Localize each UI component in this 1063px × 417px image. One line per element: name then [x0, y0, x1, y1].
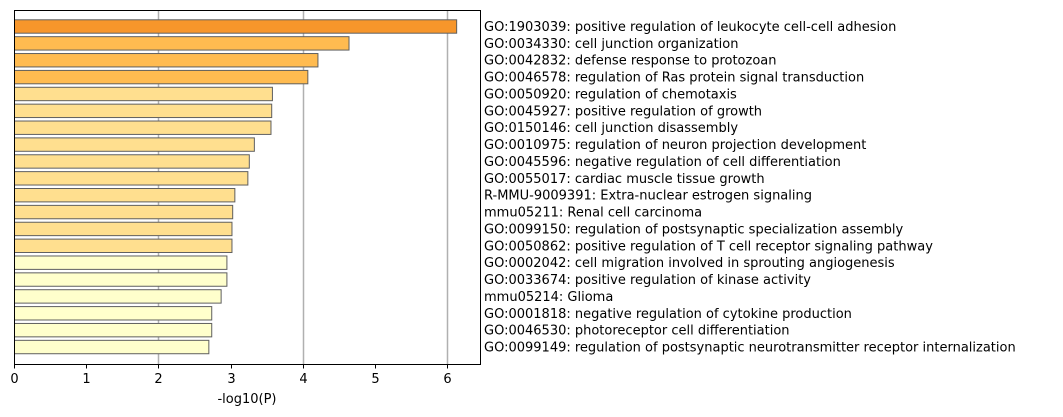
- category-label: mmu05214: Glioma: [484, 290, 613, 305]
- x-tick-label: 0: [10, 372, 18, 387]
- category-label: GO:0002042: cell migration involved in s…: [484, 256, 895, 271]
- bar: [14, 86, 273, 102]
- bar: [14, 171, 249, 186]
- category-label: GO:0033674: positive regulation of kinas…: [484, 273, 811, 288]
- category-label: GO:1903039: positive regulation of leuko…: [484, 20, 896, 35]
- x-axis-ticks: 0 1 2 3 4 5 6: [10, 364, 452, 387]
- category-label: GO:0055017: cardiac muscle tissue growth: [484, 172, 765, 187]
- x-tick-label: 1: [82, 372, 90, 387]
- bar: [14, 204, 234, 220]
- plot-frame: [14, 10, 481, 365]
- x-tick-label: 4: [299, 372, 307, 387]
- category-label: GO:0046530: photoreceptor cell different…: [484, 324, 790, 339]
- bar: [14, 255, 228, 270]
- category-label: GO:0099150: regulation of postsynaptic s…: [484, 222, 904, 237]
- bar: [14, 306, 213, 321]
- bar: [14, 272, 228, 287]
- category-labels: GO:1903039: positive regulation of leuko…: [484, 20, 1016, 356]
- bar: [14, 120, 272, 135]
- x-tick-label: 6: [443, 372, 451, 387]
- bar: [14, 36, 350, 51]
- bar: [14, 322, 213, 338]
- category-label: GO:0099149: regulation of postsynaptic n…: [484, 341, 1016, 356]
- bar: [14, 154, 250, 169]
- bars: [14, 19, 458, 355]
- bar: [14, 221, 233, 237]
- category-label: GO:0042832: defense response to protozoa…: [484, 54, 777, 69]
- bar: [14, 69, 309, 85]
- bar: [14, 339, 210, 355]
- bar: [14, 137, 255, 152]
- bar: [14, 238, 233, 254]
- category-label: GO:0010975: regulation of neuron project…: [484, 138, 866, 153]
- gridlines: [157, 10, 449, 364]
- bar: [14, 53, 319, 68]
- bar: [14, 103, 273, 119]
- x-tick-label: 2: [154, 372, 162, 387]
- category-label: GO:0050920: regulation of chemotaxis: [484, 87, 737, 102]
- category-label: R-MMU-9009391: Extra-nuclear estrogen si…: [484, 189, 812, 204]
- x-axis-label: -log10(P): [217, 392, 276, 407]
- category-label: GO:0150146: cell junction disassembly: [484, 121, 738, 136]
- bar: [14, 289, 222, 304]
- x-tick-label: 3: [227, 372, 235, 387]
- category-label: GO:0034330: cell junction organization: [484, 37, 738, 52]
- bar: [14, 19, 458, 34]
- category-label: GO:0050862: positive regulation of T cel…: [484, 239, 933, 254]
- category-label: GO:0045596: negative regulation of cell …: [484, 155, 841, 170]
- category-label: GO:0001818: negative regulation of cytok…: [484, 307, 852, 322]
- bar: [14, 188, 236, 203]
- category-label: GO:0045927: positive regulation of growt…: [484, 104, 762, 119]
- x-tick-label: 5: [371, 372, 379, 387]
- category-label: mmu05211: Renal cell carcinoma: [484, 206, 702, 221]
- category-label: GO:0046578: regulation of Ras protein si…: [484, 71, 864, 86]
